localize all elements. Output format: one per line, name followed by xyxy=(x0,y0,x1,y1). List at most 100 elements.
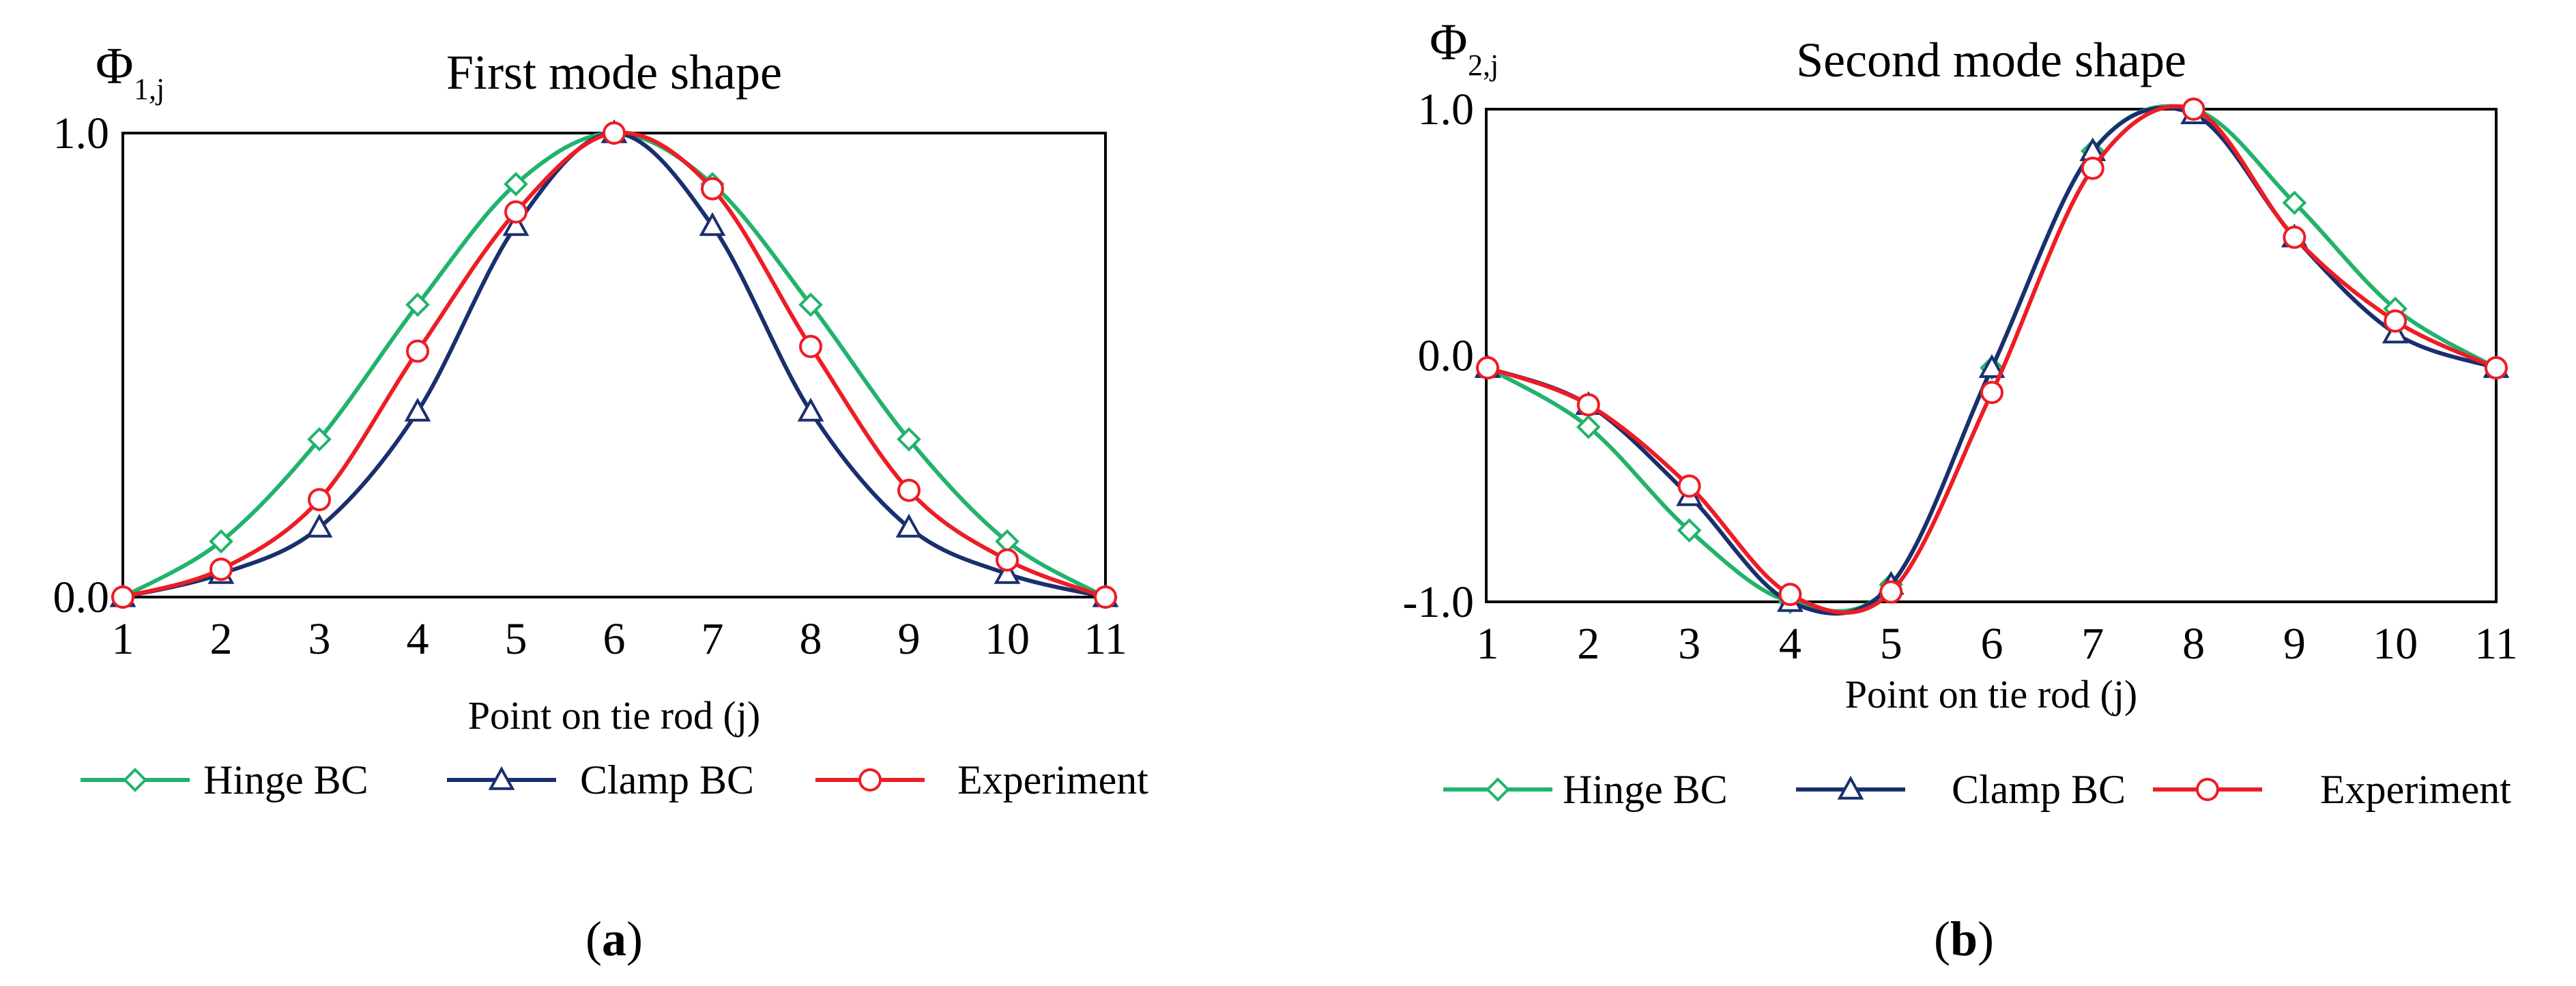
legend-marker-experiment xyxy=(858,768,882,792)
x-tick-label: 2 xyxy=(1577,619,1600,669)
legend-label-experiment: Experiment xyxy=(2320,767,2511,812)
x-tick-label: 6 xyxy=(603,614,626,664)
data-point-experiment xyxy=(406,339,429,363)
data-point-clamp-bc xyxy=(797,397,824,422)
y-axis-label-subscript: 2,j xyxy=(1468,48,1499,82)
data-point-experiment xyxy=(111,585,134,609)
y-axis-label-main: Φ xyxy=(1430,14,1468,71)
caption-close-paren: ) xyxy=(1978,912,1994,966)
x-tick-label: 7 xyxy=(2081,619,2104,669)
x-tick-label: 2 xyxy=(210,614,233,664)
data-point-clamp-bc xyxy=(895,513,923,538)
y-tick-label: 0.0 xyxy=(1418,331,1475,381)
data-point-hinge-bc xyxy=(504,171,528,197)
data-point-experiment xyxy=(701,177,724,201)
x-tick-label: 11 xyxy=(2474,619,2518,669)
x-tick-label: 1 xyxy=(1477,619,1499,669)
caption-letter: a xyxy=(602,912,626,966)
data-point-hinge-bc xyxy=(209,529,233,554)
data-point-experiment xyxy=(1576,393,1600,417)
series-line-clamp-bc xyxy=(122,130,1106,599)
data-point-hinge-bc xyxy=(897,426,921,452)
legend-label-hinge-bc: Hinge BC xyxy=(203,757,368,802)
x-tick-label: 6 xyxy=(1981,619,2003,669)
caption-letter: b xyxy=(1950,912,1978,966)
y-tick-label: 0.0 xyxy=(53,572,110,622)
x-tick-label: 11 xyxy=(1084,614,1127,664)
legend-label-hinge-bc: Hinge BC xyxy=(1563,767,1728,812)
data-point-experiment xyxy=(1476,356,1499,380)
data-point-hinge-bc xyxy=(405,292,430,317)
caption-close-paren: ) xyxy=(626,912,643,966)
data-point-experiment xyxy=(2283,225,2306,249)
data-point-experiment xyxy=(2081,156,2104,180)
y-axis-label-subscript: 1,j xyxy=(134,72,164,106)
x-axis-label: Point on tie rod (j) xyxy=(468,693,761,738)
x-tick-label: 7 xyxy=(701,614,724,664)
x-tick-label: 1 xyxy=(112,614,134,664)
data-point-clamp-bc xyxy=(1978,353,2006,378)
chart-title: First mode shape xyxy=(446,45,782,100)
y-tick-label: 1.0 xyxy=(1418,85,1475,134)
data-point-clamp-bc xyxy=(994,560,1021,584)
y-axis-label-main: Φ xyxy=(96,38,134,95)
x-tick-label: 4 xyxy=(1779,619,1801,669)
legend-marker-experiment xyxy=(2196,778,2219,801)
series-line-experiment xyxy=(122,130,1107,599)
legend-label-clamp-bc: Clamp BC xyxy=(1952,767,2126,812)
x-tick-label: 10 xyxy=(985,614,1030,664)
panel-caption: (a) xyxy=(585,912,643,966)
panel-a-chart: Φ 1,j First mode shape 0.0 1.0 1 2 3 4 5 6 7 8 9 1… xyxy=(53,38,1149,966)
x-tick-label: 5 xyxy=(1880,619,1902,669)
data-point-experiment xyxy=(1980,381,2003,405)
data-point-hinge-bc xyxy=(1576,414,1601,439)
legend-marker-clamp-bc xyxy=(1837,775,1864,800)
y-tick-label: -1.0 xyxy=(1403,577,1474,627)
data-point-experiment xyxy=(996,548,1019,572)
legend-marker-hinge-bc xyxy=(123,768,147,792)
data-point-experiment xyxy=(2485,356,2508,380)
x-tick-label: 3 xyxy=(308,614,331,664)
x-tick-label: 4 xyxy=(407,614,429,664)
legend-marker-clamp-bc xyxy=(488,766,515,790)
data-point-hinge-bc xyxy=(798,292,823,317)
x-tick-label: 5 xyxy=(505,614,527,664)
data-point-hinge-bc xyxy=(1677,518,1702,543)
plot-frame xyxy=(121,132,1107,598)
x-tick-label: 8 xyxy=(2182,619,2205,669)
x-tick-label: 10 xyxy=(2373,619,2418,669)
x-tick-label: 3 xyxy=(1678,619,1701,669)
x-tick-label: 8 xyxy=(800,614,822,664)
data-point-experiment xyxy=(1778,583,1802,607)
data-point-experiment xyxy=(897,478,921,502)
data-point-hinge-bc xyxy=(307,426,332,452)
caption-open-paren: ( xyxy=(585,912,602,966)
data-point-experiment xyxy=(603,121,626,145)
data-point-clamp-bc xyxy=(699,212,726,236)
x-axis-label: Point on tie rod (j) xyxy=(1845,672,2138,716)
data-point-clamp-bc xyxy=(404,397,431,422)
x-tick-label: 9 xyxy=(898,614,921,664)
data-point-experiment xyxy=(1677,474,1701,498)
data-point-clamp-bc xyxy=(502,212,530,236)
data-point-experiment xyxy=(308,488,331,512)
legend-label-clamp-bc: Clamp BC xyxy=(580,757,754,802)
data-point-experiment xyxy=(1879,580,1903,604)
data-point-clamp-bc xyxy=(306,513,333,538)
data-point-experiment xyxy=(1094,585,1117,609)
panel-b-chart: Φ 2,j Second mode shape -1.0 0.0 1.0 1 2 3 4 5… xyxy=(1403,14,2518,966)
legend-label-experiment: Experiment xyxy=(957,757,1148,802)
x-tick-label: 9 xyxy=(2283,619,2306,669)
legend-marker-hinge-bc xyxy=(1486,777,1510,802)
data-point-experiment xyxy=(504,200,527,224)
caption-open-paren: ( xyxy=(1934,912,1950,966)
chart-title: Second mode shape xyxy=(1796,33,2186,87)
data-point-experiment xyxy=(2384,309,2407,333)
legend: Hinge BC Clamp BC Experiment xyxy=(81,757,1148,802)
series-line-hinge-bc xyxy=(121,130,1107,599)
panel-caption: (b) xyxy=(1934,912,1994,966)
data-point-experiment xyxy=(209,557,233,581)
y-tick-label: 1.0 xyxy=(53,108,110,158)
data-point-experiment xyxy=(2182,98,2205,121)
